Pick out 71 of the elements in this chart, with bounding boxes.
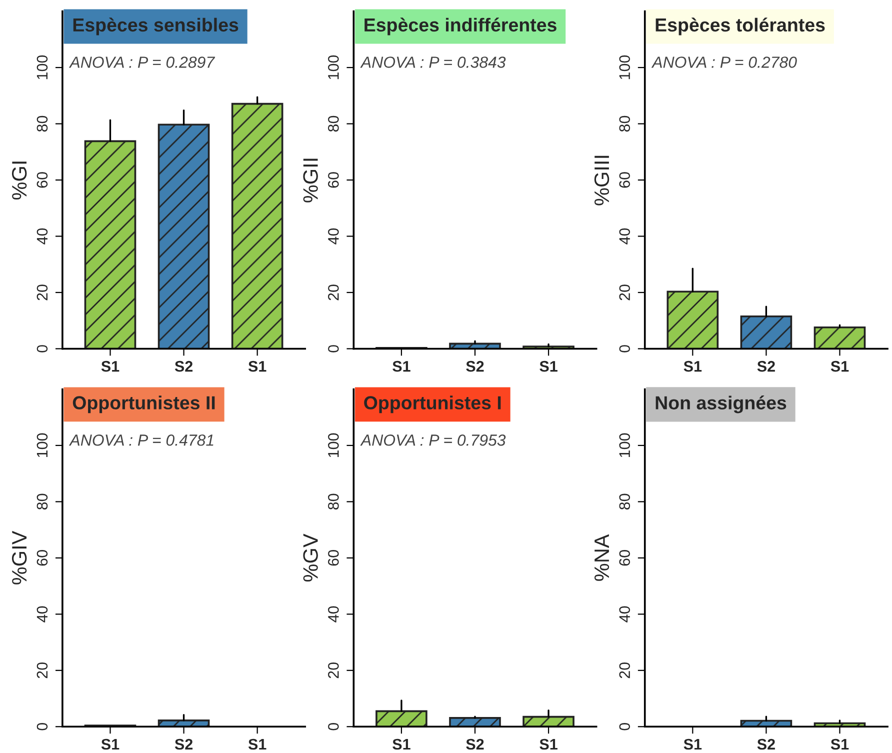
x-tick-label: S2	[174, 738, 193, 750]
y-tick-label: 80	[36, 494, 48, 510]
y-tick-label: 100	[619, 433, 630, 458]
y-tick-label: 60	[36, 172, 48, 188]
y-tick-label: 80	[619, 116, 630, 132]
chart-title: Opportunistes I	[364, 396, 501, 414]
y-tick-label: 40	[36, 606, 48, 622]
y-axis-title: %GI	[12, 162, 27, 200]
y-tick-label: 0	[328, 722, 339, 730]
y-tick-label: 60	[328, 550, 339, 566]
y-tick-label: 60	[619, 172, 630, 188]
x-tick-label: S1	[540, 738, 558, 750]
y-tick-label: 60	[328, 172, 339, 188]
y-tick-label: 40	[619, 606, 630, 622]
x-tick-label: S2	[174, 360, 193, 372]
y-axis-title: %NA	[594, 534, 610, 581]
annotation: ANOVA : P = 0.2897	[68, 56, 216, 68]
y-tick-label: 40	[328, 228, 339, 244]
x-tick-label: S1	[101, 738, 120, 750]
y-tick-label: 20	[328, 284, 339, 300]
y-tick-label: 20	[36, 662, 48, 678]
y-tick-label: 20	[619, 662, 630, 678]
x-tick-label: S1	[830, 360, 849, 372]
y-tick-label: 100	[36, 55, 48, 80]
y-tick-label: 100	[328, 433, 339, 458]
y-tick-label: 20	[36, 284, 48, 300]
annotation: ANOVA : P = 0.2780	[651, 56, 797, 68]
y-tick-label: 40	[328, 606, 339, 622]
y-axis-title: %GIII	[594, 156, 610, 206]
y-tick-label: 60	[619, 550, 630, 566]
y-tick-label: 0	[36, 345, 48, 352]
x-tick-label: S1	[101, 360, 120, 372]
x-tick-label: S1	[684, 738, 702, 750]
x-tick-label: S2	[757, 360, 775, 372]
y-tick-label: 0	[36, 722, 48, 730]
x-tick-label: S1	[684, 360, 702, 372]
y-tick-label: 100	[619, 55, 630, 80]
y-tick-label: 20	[619, 284, 630, 300]
chart-title: Opportunistes II	[72, 396, 215, 414]
y-tick-label: 20	[328, 662, 339, 678]
y-tick-label: 40	[36, 228, 48, 244]
chart-title: Non assignées	[656, 396, 786, 414]
y-tick-label: 0	[328, 345, 339, 352]
y-axis-title: %GII	[303, 158, 318, 202]
x-tick-label: S1	[392, 360, 410, 372]
y-tick-label: 80	[36, 116, 48, 132]
y-axis-title: %GIV	[12, 530, 27, 584]
x-tick-label: S1	[392, 738, 410, 750]
y-tick-label: 0	[619, 722, 630, 730]
y-tick-label: 40	[619, 228, 630, 244]
x-tick-label: S1	[248, 360, 266, 372]
x-tick-label: S1	[540, 360, 558, 372]
y-tick-label: 0	[619, 345, 630, 352]
chart-title: Espèces tolérantes	[656, 18, 825, 36]
annotation: ANOVA : P = 0.7953	[360, 434, 506, 446]
annotation: ANOVA : P = 0.3843	[360, 56, 506, 68]
y-tick-label: 100	[328, 55, 339, 80]
x-tick-label: S1	[248, 738, 266, 750]
y-tick-label: 80	[328, 116, 339, 132]
y-tick-label: 100	[36, 433, 48, 458]
y-tick-label: 80	[619, 494, 630, 510]
y-axis-title: %GV	[303, 534, 318, 582]
annotation: ANOVA : P = 0.4781	[68, 434, 214, 446]
x-tick-label: S1	[830, 738, 849, 750]
x-tick-label: S2	[466, 738, 484, 750]
y-tick-label: 60	[36, 550, 48, 566]
y-tick-label: 80	[328, 494, 339, 510]
x-tick-label: S2	[466, 360, 484, 372]
x-tick-label: S2	[757, 738, 775, 750]
chart-title: Espèces indifférentes	[364, 18, 556, 36]
chart-title: Espèces sensibles	[73, 18, 238, 36]
